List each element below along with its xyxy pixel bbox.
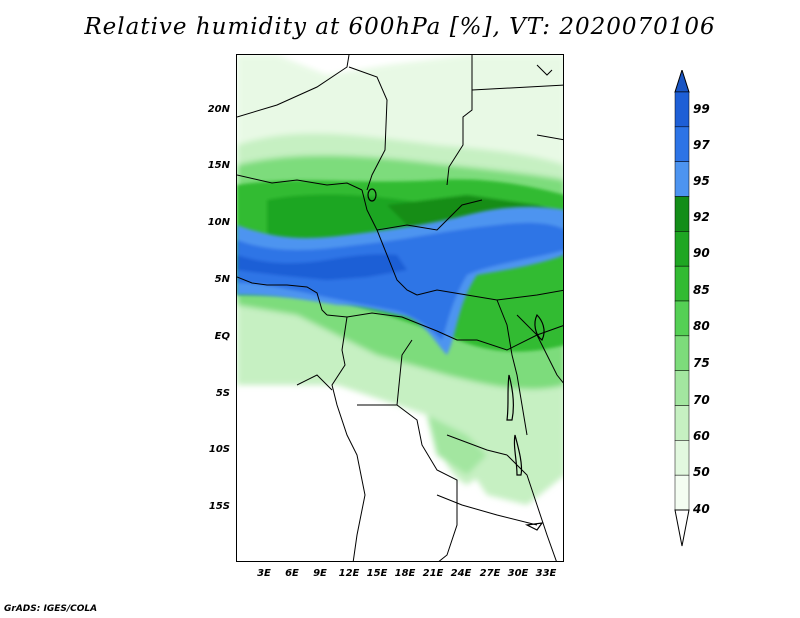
colorbar-swatch-80 <box>674 300 690 337</box>
colorbar <box>674 70 690 547</box>
humidity-field <box>237 55 563 561</box>
colorbar-label-97: 97 <box>693 138 710 152</box>
lat-label-10n: 10N <box>207 217 230 228</box>
lakes <box>367 188 545 531</box>
colorbar-swatch-95 <box>674 161 690 197</box>
colorbar-label-99: 99 <box>693 102 710 116</box>
lon-label-3e: 3E <box>257 568 271 579</box>
colorbar-label-90: 90 <box>693 246 710 260</box>
colorbar-swatch-97 <box>674 126 690 162</box>
lon-label-9e: 9E <box>313 568 327 579</box>
map-title: Relative humidity at 600hPa [%], VT: 202… <box>84 14 716 40</box>
colorbar-label-85: 85 <box>693 283 710 297</box>
colorbar-label-50: 50 <box>693 465 710 479</box>
colorbar-label-95: 95 <box>693 174 710 188</box>
colorbar-swatch-99 <box>674 91 690 128</box>
colorbar-swatch-75 <box>674 335 690 371</box>
lon-label-21e: 21E <box>422 568 444 579</box>
lat-label-20n: 20N <box>207 104 230 115</box>
lon-label-15e: 15E <box>366 568 388 579</box>
colorbar-swatch-85 <box>674 265 690 302</box>
lat-label-15s: 15S <box>208 501 230 512</box>
colorbar-swatch-60 <box>674 405 690 441</box>
map-panel <box>236 54 564 562</box>
colorbar-label-75: 75 <box>693 356 710 370</box>
colorbar-swatch-90 <box>674 231 690 267</box>
colorbar-label-40: 40 <box>693 502 710 516</box>
lon-label-18e: 18E <box>394 568 416 579</box>
lon-label-6e: 6E <box>285 568 299 579</box>
lon-label-30e: 30E <box>507 568 529 579</box>
colorbar-top-arrow <box>674 70 690 93</box>
colorbar-label-60: 60 <box>693 429 710 443</box>
colorbar-swatch-70 <box>674 370 690 406</box>
colorbar-swatch-40 <box>674 474 690 511</box>
lat-label-5s: 5S <box>215 388 230 399</box>
lat-label-eq: EQ <box>214 331 230 342</box>
lat-label-15n: 15N <box>207 160 230 171</box>
lat-label-5n: 5N <box>214 274 230 285</box>
lon-label-12e: 12E <box>338 568 360 579</box>
colorbar-swatches <box>674 70 690 547</box>
colorbar-swatch-92 <box>674 196 690 232</box>
lon-label-24e: 24E <box>450 568 472 579</box>
border-lines <box>237 55 563 561</box>
lon-label-27e: 27E <box>479 568 501 579</box>
rh-field-high <box>237 206 563 355</box>
colorbar-label-92: 92 <box>693 210 710 224</box>
colorbar-swatch-50 <box>674 440 690 476</box>
lat-label-10s: 10S <box>208 444 230 455</box>
colorbar-label-70: 70 <box>693 393 710 407</box>
colorbar-label-80: 80 <box>693 319 710 333</box>
colorbar-bottom-arrow <box>674 509 690 547</box>
footer-credit: GrADS: IGES/COLA <box>4 604 98 614</box>
lon-label-33e: 33E <box>535 568 557 579</box>
